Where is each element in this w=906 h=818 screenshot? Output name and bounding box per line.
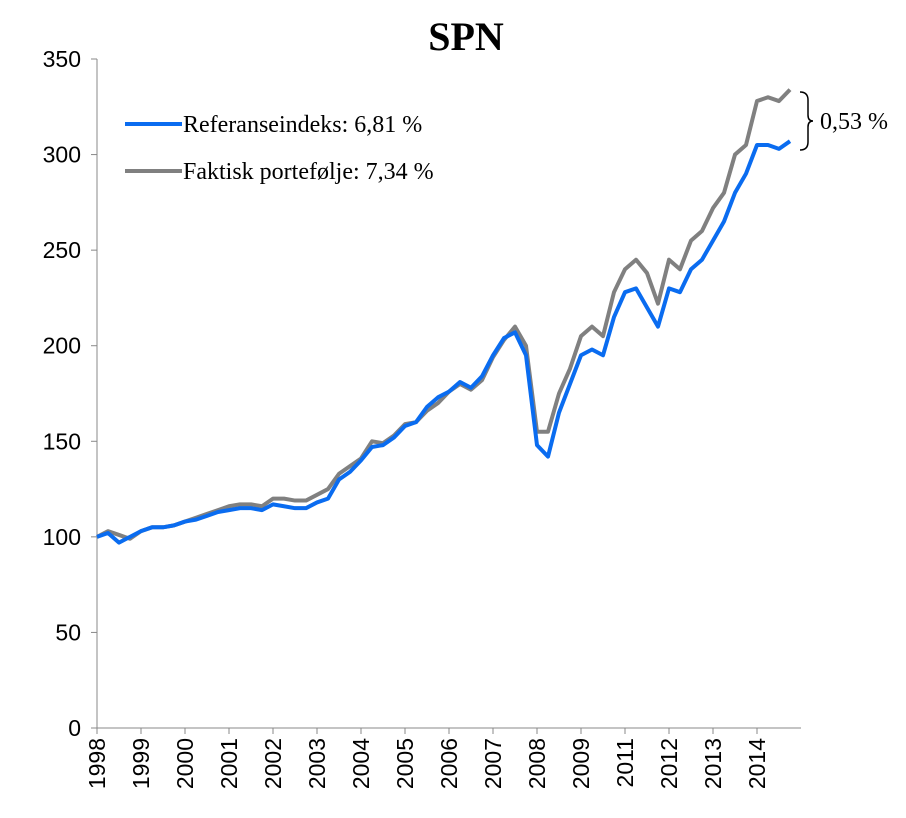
legend-label: Referanseindeks: 6,81 %	[183, 112, 422, 138]
bracket	[799, 91, 814, 151]
legend-label: Faktisk portefølje: 7,34 %	[183, 159, 434, 185]
x-tick-label: 2014	[744, 738, 770, 789]
x-tick-label: 2004	[348, 738, 374, 789]
x-tick-label: 1999	[128, 738, 154, 789]
x-tick-label: 2003	[304, 738, 330, 789]
x-tick-label: 2007	[480, 738, 506, 789]
y-tick-label: 250	[43, 237, 81, 263]
x-tick-label: 2011	[612, 738, 638, 787]
series-line	[96, 139, 792, 545]
y-tick-label: 50	[55, 619, 81, 645]
series-line	[96, 88, 792, 541]
x-tick-label: 2013	[700, 738, 726, 789]
y-tick-label: 200	[43, 333, 81, 359]
x-tick-label: 2000	[172, 738, 198, 789]
y-tick-label: 350	[43, 46, 81, 72]
x-tick-label: 2009	[568, 738, 594, 789]
x-tick-label: 2006	[436, 738, 462, 789]
chart-title: SPN	[428, 14, 504, 59]
x-tick-label: 1998	[84, 738, 110, 789]
y-tick-label: 100	[43, 524, 81, 550]
y-tick-label: 0	[68, 715, 81, 741]
x-tick-label: 2012	[656, 738, 682, 789]
y-tick-label: 150	[43, 428, 81, 454]
x-tick-label: 2002	[260, 738, 286, 789]
x-tick-label: 2005	[392, 738, 418, 789]
x-tick-label: 2008	[524, 738, 550, 789]
y-tick-label: 300	[43, 142, 81, 168]
annotation: 0,53 %	[820, 109, 888, 135]
x-tick-label: 2001	[216, 738, 242, 789]
